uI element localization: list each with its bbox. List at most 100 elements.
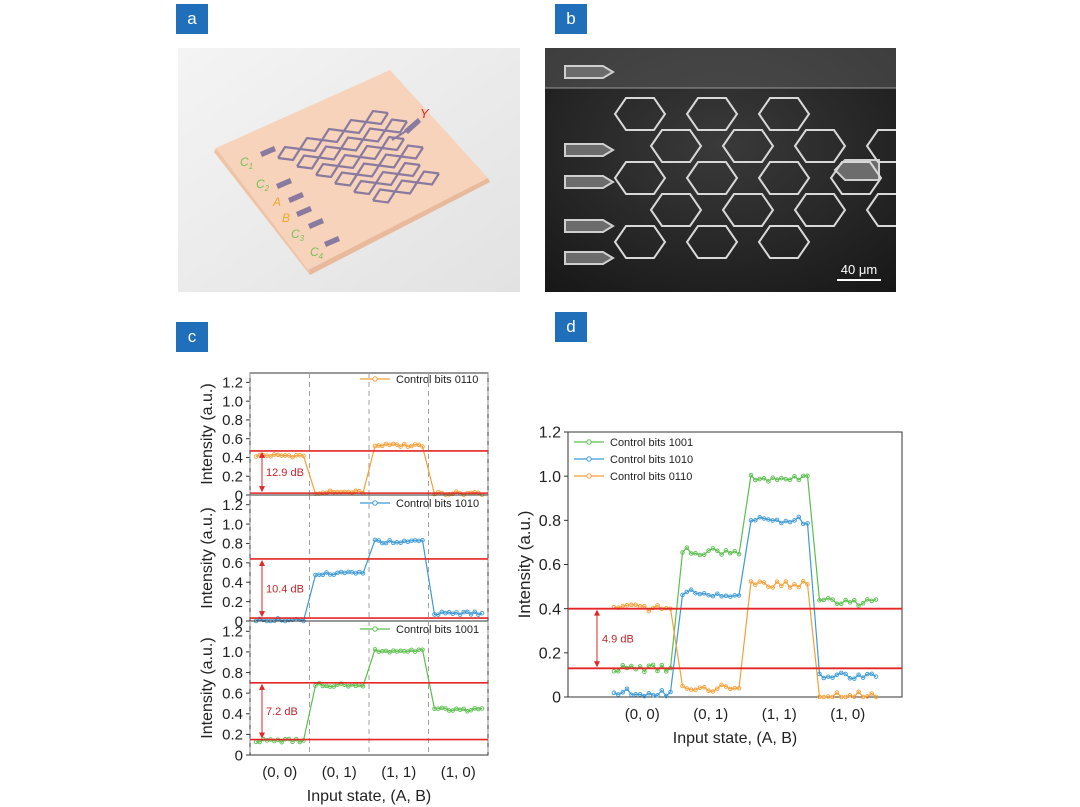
data-point	[838, 694, 844, 700]
data-point	[800, 521, 806, 527]
data-point	[805, 581, 810, 587]
legend-marker	[372, 626, 378, 632]
data-point	[668, 689, 673, 695]
input-coupler	[260, 146, 276, 157]
data-point	[753, 518, 758, 523]
data-point	[838, 670, 844, 676]
data-point	[650, 662, 656, 668]
control-label-c2: C2	[256, 177, 270, 193]
arrow-head	[259, 611, 265, 618]
data-point	[723, 548, 729, 553]
y-tick-label: 0.6	[222, 685, 243, 702]
y-tick-label: 0.8	[222, 665, 243, 682]
input-coupler	[296, 206, 312, 217]
waveguide-segment	[391, 130, 407, 141]
waveguide-segment	[416, 172, 440, 186]
arrow-head	[259, 732, 265, 739]
y-tick-label: 0.6	[222, 555, 243, 572]
grating-coupler	[564, 251, 615, 265]
data-point	[693, 687, 698, 693]
data-point	[830, 675, 835, 680]
waveguide-segment	[353, 179, 377, 193]
data-point	[684, 686, 690, 691]
legend-label: Control bits 1001	[610, 437, 693, 449]
waveguide-segment	[315, 162, 339, 176]
data-point	[701, 591, 707, 596]
data-point	[792, 474, 797, 479]
sem-hexagon	[757, 97, 811, 131]
y-tick-label: 1.2	[539, 425, 561, 442]
data-point	[792, 518, 797, 523]
data-point	[655, 693, 660, 698]
data-point	[446, 610, 452, 615]
x-tick-label: (1, 1)	[762, 706, 797, 723]
arrow-head	[259, 486, 265, 493]
chip-substrate	[216, 70, 488, 270]
y-tick-label: 1.2	[222, 375, 243, 392]
waveguide-segment	[384, 118, 408, 132]
legend-label: Control bits 1001	[396, 624, 479, 636]
data-point	[748, 518, 754, 523]
data-point	[680, 550, 685, 555]
y-tick-label: 0.6	[539, 557, 561, 574]
y-tick-label: 0.2	[539, 645, 561, 662]
data-point	[324, 570, 329, 575]
data-point	[774, 517, 780, 523]
sem-image: 40 μm	[545, 48, 896, 292]
data-point	[796, 514, 802, 520]
data-point	[787, 585, 793, 590]
legend-marker	[586, 439, 592, 445]
data-point	[748, 579, 754, 584]
data-point	[357, 569, 362, 575]
y-tick-label: 0.4	[222, 574, 243, 591]
data-point	[843, 671, 848, 677]
data-point	[830, 597, 835, 602]
data-point	[843, 694, 848, 700]
data-point	[865, 671, 870, 677]
y-tick-label: 0.6	[222, 431, 243, 448]
data-point	[796, 477, 802, 483]
data-point	[706, 548, 711, 553]
input-label-b: B	[282, 211, 290, 225]
series-line-control-bits-1010	[613, 516, 877, 697]
chip-illustration: Y C1 C2 A B C3 C4	[178, 48, 520, 292]
legend-label: Control bits 1010	[610, 454, 693, 466]
data-point	[320, 572, 326, 578]
input-coupler	[324, 236, 340, 247]
sem-hexagon	[865, 129, 896, 163]
sem-hexagon	[757, 225, 811, 259]
data-point	[787, 477, 793, 482]
legend-label: Control bits 1010	[396, 498, 479, 510]
waveguide-segment	[337, 153, 361, 167]
y-tick-label: 0	[235, 487, 243, 504]
data-point	[346, 684, 351, 689]
data-point	[834, 690, 840, 695]
waveguide-segment	[365, 112, 389, 126]
output-label-y: Y	[420, 106, 430, 121]
y-tick-label: 1.0	[222, 516, 243, 533]
y-tick-label: 1.2	[222, 624, 243, 641]
data-point	[736, 686, 742, 691]
data-point	[779, 475, 784, 481]
data-point	[688, 687, 694, 692]
data-point	[719, 682, 724, 688]
waveguide-segment	[394, 179, 418, 193]
data-point	[873, 674, 879, 679]
waveguide-segment	[353, 182, 377, 196]
data-point	[715, 591, 720, 596]
extinction-label: 4.9 dB	[602, 633, 634, 645]
data-point	[860, 601, 866, 606]
waveguide-segment	[299, 139, 323, 153]
data-point	[736, 551, 742, 557]
data-point	[629, 692, 634, 698]
waveguide-segment	[362, 129, 386, 143]
data-point	[360, 684, 366, 689]
data-point	[465, 609, 470, 615]
sem-hexagon	[721, 129, 775, 163]
data-point	[753, 582, 758, 587]
y-tick-label: 0	[235, 613, 243, 630]
data-point	[796, 584, 802, 590]
data-point	[852, 694, 857, 699]
data-point	[684, 545, 690, 550]
sem-hexagon	[865, 193, 896, 227]
